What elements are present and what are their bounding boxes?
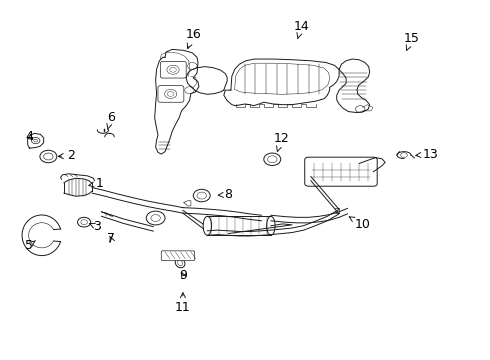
Text: 14: 14 (294, 20, 309, 39)
Circle shape (151, 215, 160, 221)
Text: 6: 6 (107, 111, 115, 130)
Ellipse shape (267, 216, 275, 235)
Circle shape (401, 153, 407, 158)
Circle shape (197, 192, 206, 199)
Circle shape (31, 138, 40, 144)
Circle shape (268, 156, 277, 163)
Text: 5: 5 (24, 239, 35, 252)
Circle shape (168, 91, 174, 96)
Text: 12: 12 (274, 132, 290, 151)
FancyBboxPatch shape (160, 62, 186, 78)
Circle shape (34, 139, 38, 142)
Text: 7: 7 (107, 232, 115, 245)
Circle shape (185, 87, 194, 94)
Text: 16: 16 (185, 28, 201, 49)
FancyBboxPatch shape (158, 86, 184, 102)
Ellipse shape (203, 216, 212, 235)
Circle shape (146, 211, 165, 225)
FancyBboxPatch shape (305, 157, 377, 186)
Text: 8: 8 (218, 188, 233, 201)
Circle shape (40, 150, 57, 163)
Circle shape (167, 65, 179, 74)
Text: 3: 3 (90, 220, 101, 233)
Ellipse shape (175, 258, 185, 268)
Text: 11: 11 (175, 293, 191, 314)
FancyBboxPatch shape (161, 251, 195, 261)
Circle shape (170, 67, 176, 72)
Circle shape (193, 189, 210, 202)
Ellipse shape (177, 260, 183, 266)
Circle shape (44, 153, 53, 160)
Text: 2: 2 (58, 149, 75, 162)
Circle shape (77, 217, 91, 227)
Text: 1: 1 (89, 177, 103, 190)
Text: 15: 15 (404, 32, 420, 50)
Text: 10: 10 (349, 217, 370, 231)
Circle shape (188, 63, 197, 69)
Text: 13: 13 (416, 148, 439, 161)
Circle shape (264, 153, 281, 166)
Text: 4: 4 (25, 130, 33, 143)
Circle shape (165, 89, 177, 98)
Circle shape (356, 106, 365, 113)
Circle shape (81, 220, 87, 225)
Text: 9: 9 (179, 269, 187, 282)
